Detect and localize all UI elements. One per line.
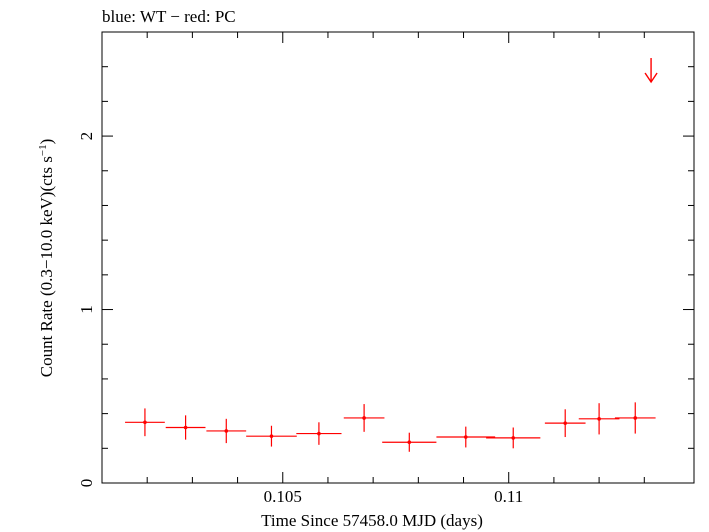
y-tick-label: 1 (77, 305, 96, 314)
data-point (382, 432, 437, 452)
y-axis-label-close: ) (37, 139, 56, 145)
y-tick-label: 2 (77, 132, 96, 141)
point-marker (143, 420, 147, 425)
data-point (246, 425, 297, 447)
point-marker (597, 417, 601, 421)
point-marker (563, 421, 568, 425)
y-tick-label: 0 (77, 479, 96, 488)
data-point (296, 422, 342, 445)
point-marker (463, 435, 468, 439)
point-marker (224, 429, 229, 433)
upper-limit-arrow (644, 58, 658, 84)
y-axis-label-main: Count Rate (0.3−10.0 keV)(cts s (37, 156, 56, 377)
point-marker (633, 416, 638, 420)
y-axis-label-exponent: −1 (37, 144, 49, 156)
data-point (486, 427, 541, 449)
point-marker (269, 434, 274, 438)
plot-frame (101, 31, 695, 484)
y-axis-label: Count Rate (0.3−10.0 keV)(cts s−1) (37, 139, 56, 378)
data-point (436, 426, 496, 448)
data-point (165, 415, 206, 440)
axis-ticks (102, 32, 694, 484)
x-axis-label: Time Since 57458.0 MJD (days) (261, 511, 483, 530)
data-point (206, 418, 247, 444)
data-point (614, 402, 656, 434)
data-point (578, 403, 620, 435)
data-point (544, 409, 586, 438)
point-marker (362, 416, 366, 420)
data-point (125, 408, 165, 437)
x-tick-label: 0.105 (264, 487, 302, 506)
point-marker (407, 440, 412, 445)
x-tick-label: 0.11 (494, 487, 523, 506)
tick-labels: 0.105 0.11 0 1 2 (77, 132, 523, 506)
point-marker (317, 431, 321, 436)
point-marker (511, 436, 516, 440)
chart-title: blue: WT − red: PC (102, 7, 236, 26)
point-marker (183, 425, 188, 430)
data-points (125, 58, 658, 452)
data-point (343, 404, 385, 432)
